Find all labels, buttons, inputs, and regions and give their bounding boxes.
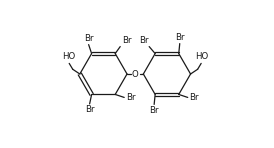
Text: Br: Br [84, 34, 93, 43]
Text: O: O [132, 70, 139, 78]
Text: HO: HO [195, 52, 209, 61]
Text: Br: Br [126, 93, 136, 102]
Text: Br: Br [175, 33, 184, 42]
Text: Br: Br [190, 93, 199, 102]
Text: Br: Br [139, 36, 148, 45]
Text: HO: HO [62, 52, 75, 61]
Text: Br: Br [149, 106, 159, 115]
Text: Br: Br [85, 105, 94, 114]
Text: Br: Br [122, 36, 132, 45]
